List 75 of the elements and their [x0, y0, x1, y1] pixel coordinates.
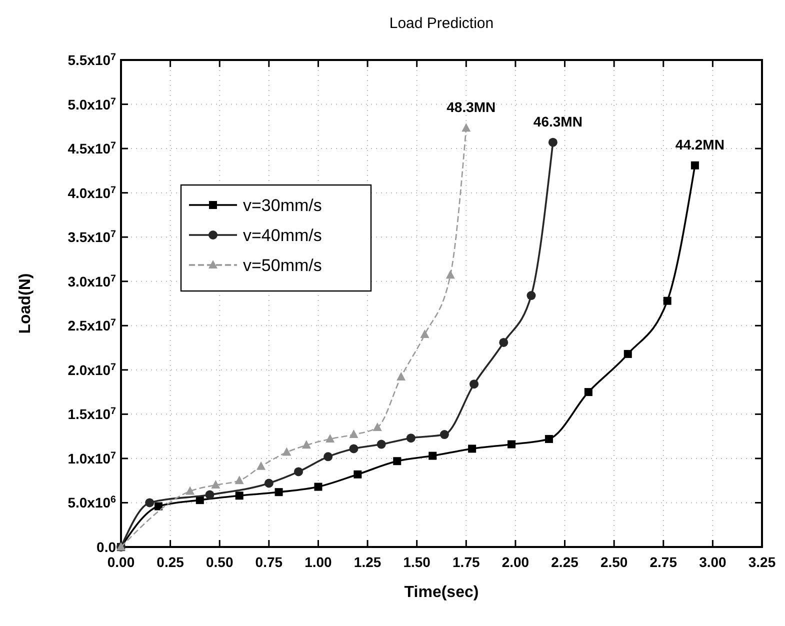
point: [508, 440, 516, 448]
point: [205, 490, 214, 500]
point: [274, 488, 283, 496]
point: [428, 452, 437, 460]
point: [376, 440, 386, 449]
y-tick-label: 4.5x10$^{7}$: [68, 140, 117, 157]
x-tick-label: 0.75: [255, 554, 283, 570]
x-tick-label: 0.25: [156, 554, 184, 570]
point: [145, 498, 154, 508]
point: [396, 372, 406, 380]
point: [256, 461, 266, 470]
point: [235, 492, 244, 500]
point: [470, 380, 479, 389]
y-tick-label: 2.5x10$^{7}$: [68, 317, 117, 334]
point: [406, 434, 416, 443]
y-tick-label: 5.0x10$^{7}$: [68, 96, 117, 112]
point: [154, 502, 162, 510]
x-tick-label: 2.50: [600, 554, 628, 570]
annotation: 46.3MN: [533, 113, 582, 130]
annotation: 48.3MN: [446, 99, 496, 116]
point: [211, 480, 220, 489]
point: [372, 422, 382, 431]
point: [440, 430, 449, 440]
point: [349, 430, 358, 438]
y-tick-label: 5.5x10$^{7}$: [68, 52, 117, 68]
y-tick-label: 3.0x10$^{7}$: [68, 272, 117, 290]
point: [499, 338, 508, 347]
x-tick-label: 2.00: [502, 554, 530, 570]
point: [326, 434, 335, 442]
point: [294, 467, 304, 476]
point: [462, 123, 471, 132]
y-tick-label: 1.5x10$^{7}$: [68, 406, 117, 422]
y-tick-label: 0.0: [96, 539, 116, 555]
legend-label: v=50mm/s: [243, 256, 322, 275]
x-axis-title: Time(sec): [404, 584, 479, 601]
point: [446, 270, 455, 279]
point: [282, 447, 292, 456]
x-tick-label: 0.50: [206, 554, 234, 570]
point: [584, 388, 592, 396]
y-tick-label: 4.0x10$^{7}$: [68, 184, 117, 201]
x-tick-label: 3.00: [699, 554, 727, 570]
point: [302, 440, 311, 449]
point: [526, 291, 536, 300]
x-tick-label: 1.75: [452, 554, 480, 570]
y-tick-label: 5.0x10$^{6}$: [68, 494, 117, 511]
point: [186, 486, 195, 495]
x-tick-label: 2.25: [551, 554, 579, 570]
point: [324, 452, 333, 462]
point: [349, 444, 358, 454]
point: [234, 476, 244, 484]
legend-label: v=30mm/s: [243, 196, 322, 215]
y-tick-label: 1.0x10$^{7}$: [68, 450, 117, 466]
point: [393, 457, 402, 466]
point: [548, 138, 558, 147]
point: [420, 329, 430, 338]
legend-label: v=40mm/s: [243, 226, 322, 245]
point: [264, 478, 274, 488]
x-tick-label: 1.00: [304, 554, 332, 570]
point: [544, 434, 553, 443]
point: [354, 470, 362, 478]
x-tick-label: 3.25: [748, 554, 776, 570]
point: [690, 161, 699, 170]
chart-title: Load Prediction: [389, 15, 494, 32]
y-tick-label: 3.5x10$^{7}$: [68, 228, 117, 246]
point: [468, 444, 476, 453]
y-tick-label: 2.0x10$^{7}$: [68, 361, 117, 378]
x-tick-label: 1.50: [403, 554, 431, 570]
point: [624, 350, 632, 358]
x-tick-label: 0.00: [107, 554, 135, 570]
point: [314, 482, 322, 491]
point: [663, 296, 672, 305]
annotation: 44.2MN: [675, 136, 724, 152]
y-axis-title: Load(N): [17, 273, 34, 334]
x-tick-label: 1.25: [354, 554, 382, 570]
x-tick-label: 2.75: [650, 554, 678, 570]
